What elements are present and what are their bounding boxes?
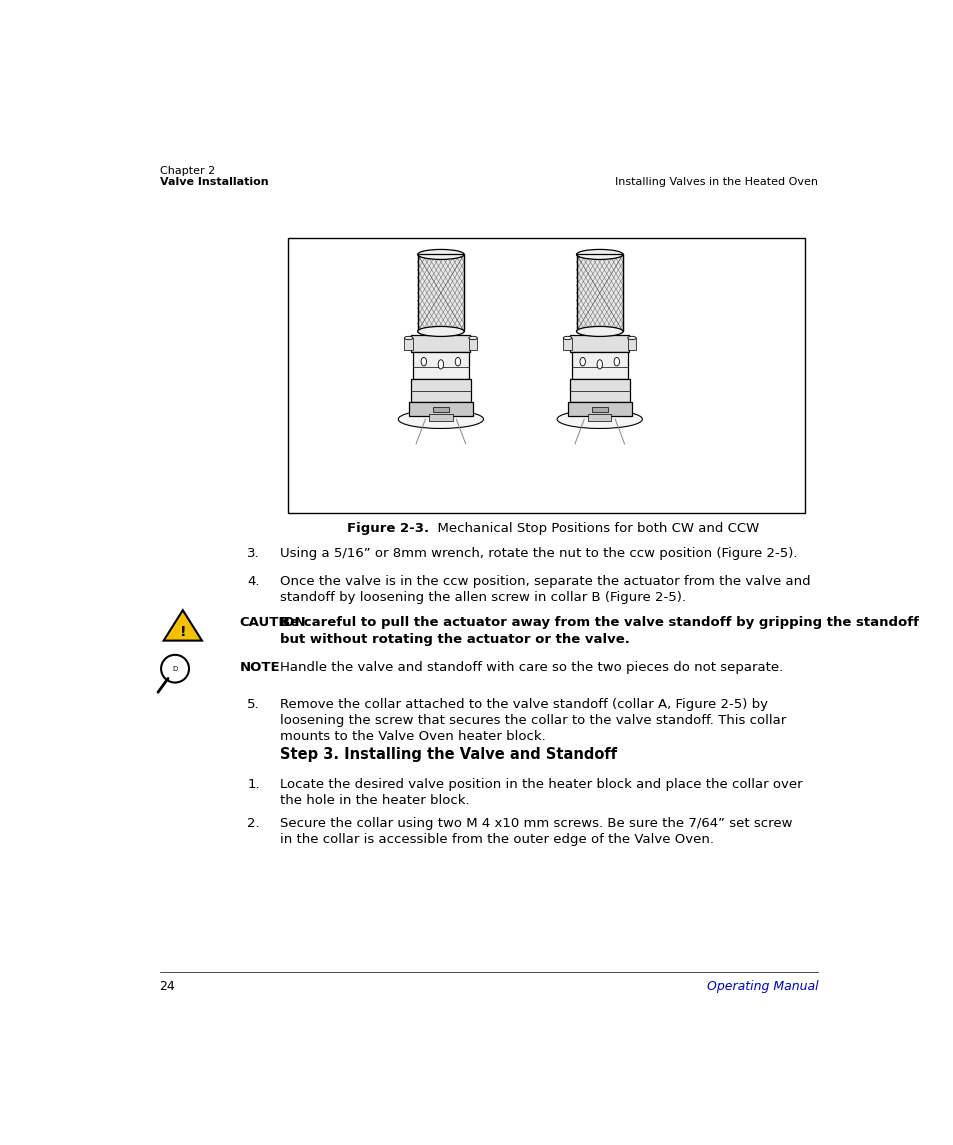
Bar <box>417 254 464 331</box>
Polygon shape <box>164 610 202 640</box>
Bar <box>587 413 611 420</box>
Text: but without rotating the actuator or the valve.: but without rotating the actuator or the… <box>280 633 630 646</box>
Text: 4.: 4. <box>247 575 259 587</box>
Bar <box>410 379 471 402</box>
Bar <box>576 254 622 331</box>
Ellipse shape <box>597 360 602 369</box>
Text: Installing Valves in the Heated Oven: Installing Valves in the Heated Oven <box>615 177 818 188</box>
Text: Chapter 2: Chapter 2 <box>159 166 214 176</box>
Text: Operating Manual: Operating Manual <box>706 980 818 993</box>
Bar <box>433 406 448 412</box>
Text: NOTE: NOTE <box>239 661 280 674</box>
Text: 3.: 3. <box>247 547 259 560</box>
Text: 5.: 5. <box>247 698 259 711</box>
Bar <box>404 338 413 349</box>
Ellipse shape <box>557 410 641 428</box>
Bar <box>627 338 636 349</box>
Bar <box>592 406 607 412</box>
Ellipse shape <box>576 250 622 260</box>
Text: Once the valve is in the ccw position, separate the actuator from the valve and: Once the valve is in the ccw position, s… <box>280 575 810 587</box>
Text: Figure 2-3.: Figure 2-3. <box>347 522 429 536</box>
Bar <box>569 379 629 402</box>
Text: standoff by loosening the allen screw in collar B (Figure 2-5).: standoff by loosening the allen screw in… <box>280 591 686 603</box>
Text: Valve Installation: Valve Installation <box>159 177 268 188</box>
Ellipse shape <box>417 250 464 260</box>
Circle shape <box>161 655 189 682</box>
Text: 24: 24 <box>159 980 175 993</box>
Ellipse shape <box>562 337 571 340</box>
Ellipse shape <box>420 357 426 366</box>
Ellipse shape <box>468 337 476 340</box>
Text: Locate the desired valve position in the heater block and place the collar over: Locate the desired valve position in the… <box>280 779 802 791</box>
Ellipse shape <box>576 326 622 337</box>
Bar <box>288 237 804 513</box>
Bar <box>413 353 468 379</box>
Bar <box>562 338 571 349</box>
Text: Step 3. Installing the Valve and Standoff: Step 3. Installing the Valve and Standof… <box>280 748 617 763</box>
Bar <box>570 335 629 353</box>
Text: 1.: 1. <box>247 779 259 791</box>
Ellipse shape <box>417 326 464 337</box>
Bar <box>417 254 464 331</box>
Bar <box>576 254 622 331</box>
Bar <box>567 402 631 416</box>
Ellipse shape <box>627 337 636 340</box>
Ellipse shape <box>579 357 585 366</box>
Text: CAUTION: CAUTION <box>239 616 306 629</box>
Ellipse shape <box>455 357 460 366</box>
Text: mounts to the Valve Oven heater block.: mounts to the Valve Oven heater block. <box>280 731 546 743</box>
Bar <box>409 402 472 416</box>
Text: in the collar is accessible from the outer edge of the Valve Oven.: in the collar is accessible from the out… <box>280 832 714 846</box>
Text: the hole in the heater block.: the hole in the heater block. <box>280 795 470 807</box>
Bar <box>571 353 627 379</box>
Ellipse shape <box>437 360 443 369</box>
Text: loosening the screw that secures the collar to the valve standoff. This collar: loosening the screw that secures the col… <box>280 714 786 727</box>
Text: 2.: 2. <box>247 816 259 829</box>
Text: Handle the valve and standoff with care so the two pieces do not separate.: Handle the valve and standoff with care … <box>280 661 782 674</box>
Text: D: D <box>172 665 177 672</box>
Text: Mechanical Stop Positions for both CW and CCW: Mechanical Stop Positions for both CW an… <box>429 522 759 536</box>
Ellipse shape <box>404 337 413 340</box>
Bar <box>429 413 452 420</box>
Ellipse shape <box>614 357 618 366</box>
Text: Secure the collar using two M 4 x10 mm screws. Be sure the 7/64” set screw: Secure the collar using two M 4 x10 mm s… <box>280 816 792 829</box>
Bar <box>411 335 470 353</box>
Text: Using a 5/16” or 8mm wrench, rotate the nut to the ccw position (Figure 2-5).: Using a 5/16” or 8mm wrench, rotate the … <box>280 547 797 560</box>
Ellipse shape <box>397 410 483 428</box>
Text: Be careful to pull the actuator away from the valve standoff by gripping the sta: Be careful to pull the actuator away fro… <box>280 616 919 629</box>
Text: !: ! <box>179 625 186 639</box>
Bar <box>468 338 476 349</box>
Text: Remove the collar attached to the valve standoff (collar A, Figure 2-5) by: Remove the collar attached to the valve … <box>280 698 768 711</box>
